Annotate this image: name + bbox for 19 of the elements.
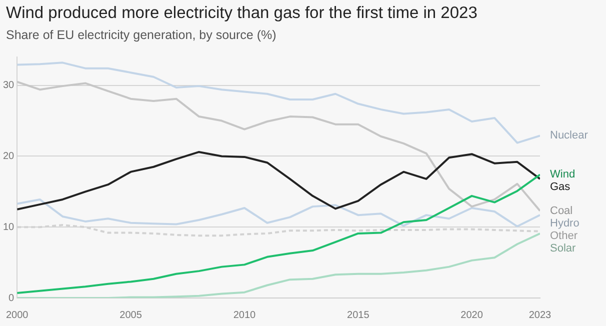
y-tick-label: 10 [3,222,15,233]
series-label: Gas [550,181,571,194]
y-tick-label: 30 [3,80,15,92]
series-label: Nuclear [550,130,588,142]
y-tick-label: 20 [3,150,15,162]
x-tick-label: 2020 [460,310,484,321]
series-label: Wind [550,168,576,181]
series-label: Hydro [550,217,580,230]
x-tick-label: 2015 [347,310,370,321]
x-tick-label: 2010 [233,310,256,321]
chart-subtitle: Share of EU electricity generation, by source (%) [6,28,276,42]
series-label: Other [550,230,578,242]
chart-title: Wind produced more electricity than gas for the first time in 2023 [6,4,478,23]
x-tick-label: 2000 [6,310,29,321]
series-label: Coal [550,204,573,217]
x-tick-label: 2005 [120,310,142,321]
series-label: Solar [550,242,576,254]
y-tick-label: 0 [8,292,15,304]
x-tick-label: 2023 [528,310,552,321]
